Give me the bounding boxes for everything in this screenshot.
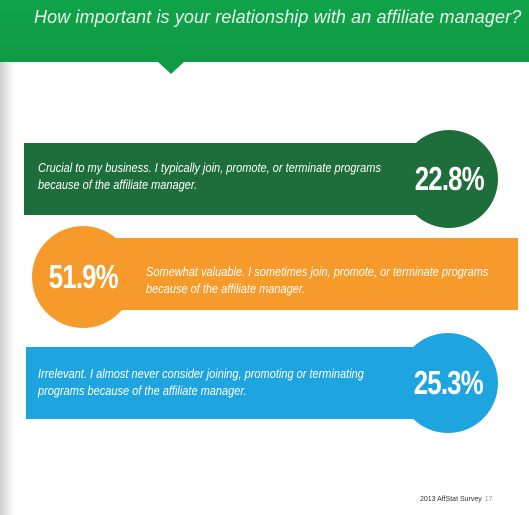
header-pointer	[157, 61, 185, 74]
percent-circle-somewhat: 51.9%	[32, 226, 134, 328]
page-edge-shadow	[0, 0, 16, 515]
answer-label-irrelevant: Irrelevant. I almost never consider join…	[38, 367, 364, 398]
percent-value-somewhat: 51.9%	[48, 258, 118, 295]
answer-band-somewhat	[88, 238, 518, 310]
answer-label-crucial: Crucial to my business. I typically join…	[38, 161, 381, 192]
percent-circle-irrelevant: 25.3%	[398, 333, 498, 433]
answer-band-crucial	[24, 143, 424, 215]
header-banner	[0, 0, 529, 62]
page-title: How important is your relationship with …	[34, 7, 522, 27]
answer-label-somewhat: Somewhat valuable. I sometimes join, pro…	[146, 265, 489, 296]
page-footer: 2013 AffStat Survey 17	[420, 496, 493, 503]
page-number: 17	[484, 496, 493, 503]
percent-circle-crucial: 22.8%	[400, 130, 498, 228]
percent-value-irrelevant: 25.3%	[413, 364, 483, 401]
percent-value-crucial: 22.8%	[414, 160, 484, 197]
footer-label: 2013 AffStat Survey	[420, 496, 482, 503]
answer-band-irrelevant	[26, 347, 422, 419]
